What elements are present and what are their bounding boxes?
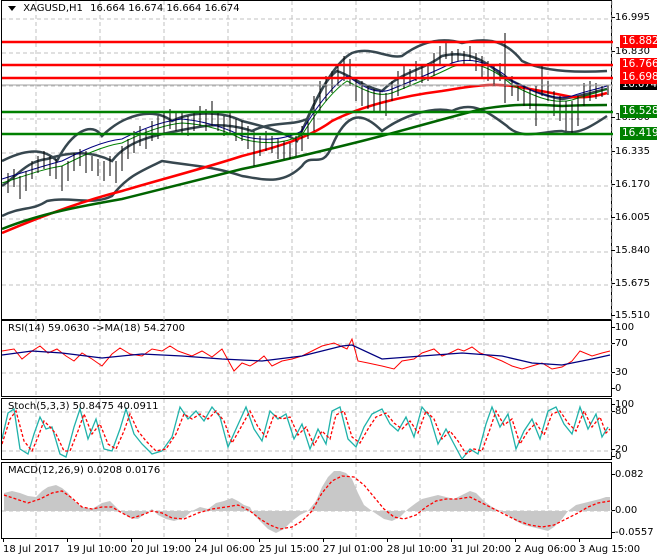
- stoch-scale: 100 80 20 0: [611, 398, 660, 462]
- macd-pane[interactable]: MACD(12,26,9) 0.0208 0.0176: [1, 462, 613, 540]
- time-tick-mark: [67, 538, 68, 542]
- stoch-tick: 20: [612, 444, 628, 455]
- price-tick: 15.510: [612, 310, 650, 321]
- stoch-tick: 100: [611, 399, 635, 410]
- macd-histogram: [4, 471, 610, 533]
- main-price-pane[interactable]: XAGUSD,H1 16.664 16.674 16.664 16.674: [1, 0, 613, 321]
- support-tag: 16.419: [620, 127, 659, 140]
- time-label: 25 Jul 15:00: [259, 544, 319, 555]
- price-tick: 16.170: [612, 179, 650, 190]
- price-tick: 15.840: [612, 245, 650, 256]
- price-tick: 16.995: [612, 12, 650, 23]
- price-scale[interactable]: 16.995 16.830 16.500 16.335 16.170 16.00…: [612, 0, 660, 321]
- macd-signal-line: [3, 475, 611, 530]
- price-tick: 16.005: [612, 212, 650, 223]
- stoch-k-line: [2, 404, 609, 461]
- triangle-down-icon[interactable]: [8, 5, 16, 11]
- macd-label: MACD(12,26,9) 0.0208 0.0176: [8, 465, 161, 476]
- time-tick-mark: [387, 538, 388, 542]
- rsi-tick: 0: [611, 383, 622, 394]
- rsi-scale: 100 70 30 0: [611, 320, 660, 397]
- time-tick-mark: [259, 538, 260, 542]
- ohlc-values: 16.664 16.674 16.664 16.674: [90, 3, 240, 14]
- stoch-label: Stoch(5,3,3) 50.8475 40.0911: [8, 401, 159, 412]
- time-label: 24 Jul 06:00: [195, 544, 255, 555]
- time-label: 2 Aug 06:00: [515, 544, 577, 555]
- resistance-tag: 16.882: [620, 35, 659, 48]
- stoch-chart-canvas: [2, 399, 613, 461]
- time-label: 27 Jul 01:00: [323, 544, 383, 555]
- rsi-tick: 30: [612, 367, 628, 378]
- ma-green-line: [2, 103, 608, 231]
- price-chart-canvas: [2, 1, 613, 321]
- price-tick: 16.830: [612, 46, 650, 57]
- resistance-tag: 16.698: [620, 71, 659, 84]
- current-price-tag: 16.674: [620, 79, 657, 90]
- macd-chart-canvas: [2, 463, 613, 540]
- stoch-pane[interactable]: Stoch(5,3,3) 50.8475 40.0911: [1, 398, 613, 461]
- rsi-tick: 70: [612, 338, 628, 349]
- time-tick-mark: [3, 538, 4, 542]
- stoch-tick: 0: [611, 451, 622, 462]
- ma-thin-green-line: [2, 63, 608, 184]
- time-label: 3 Aug 15:00: [579, 544, 641, 555]
- time-tick-mark: [451, 538, 452, 542]
- rsi-pane[interactable]: RSI(14) 59.0630 ->MA(18) 54.2700: [1, 320, 613, 398]
- time-tick-mark: [323, 538, 324, 542]
- symbol-label: XAGUSD,H1: [23, 3, 83, 14]
- resistance-tag: 16.766: [620, 58, 659, 71]
- time-tick-mark: [579, 538, 580, 542]
- price-grid: [2, 1, 613, 321]
- ma-blue-line: [2, 59, 608, 180]
- rsi-chart-canvas: [2, 321, 613, 398]
- stoch-d-line: [2, 409, 611, 455]
- price-bars: [7, 33, 609, 199]
- bollinger-bands: [2, 39, 608, 218]
- time-label: 20 Jul 19:00: [131, 544, 191, 555]
- ma-red-line: [2, 83, 608, 235]
- rsi-tick: 100: [611, 322, 635, 333]
- chart-title[interactable]: XAGUSD,H1 16.664 16.674 16.664 16.674: [8, 3, 240, 14]
- support-tag: 16.528: [620, 105, 659, 118]
- rsi-label: RSI(14) 59.0630 ->MA(18) 54.2700: [8, 323, 185, 334]
- rsi-ma-line: [2, 344, 611, 366]
- macd-tick: 0.00: [611, 505, 638, 516]
- macd-scale: 0.082 0.00 -0.0557: [611, 462, 660, 539]
- stoch-tick: 80: [612, 406, 628, 417]
- price-tick: 15.675: [612, 278, 650, 289]
- time-tick-mark: [195, 538, 196, 542]
- time-label: 19 Jul 10:00: [67, 544, 127, 555]
- time-label: 28 Jul 10:00: [387, 544, 447, 555]
- macd-tick: 0.082: [612, 469, 644, 480]
- price-tick: 16.335: [612, 146, 650, 157]
- time-label: 31 Jul 20:00: [451, 544, 511, 555]
- level-lines: [2, 40, 613, 136]
- macd-tick: -0.0557: [612, 527, 654, 538]
- time-axis[interactable]: 18 Jul 2017 19 Jul 10:00 20 Jul 19:00 24…: [0, 538, 660, 560]
- time-tick-mark: [131, 538, 132, 542]
- time-tick-mark: [515, 538, 516, 542]
- time-label: 18 Jul 2017: [3, 544, 60, 555]
